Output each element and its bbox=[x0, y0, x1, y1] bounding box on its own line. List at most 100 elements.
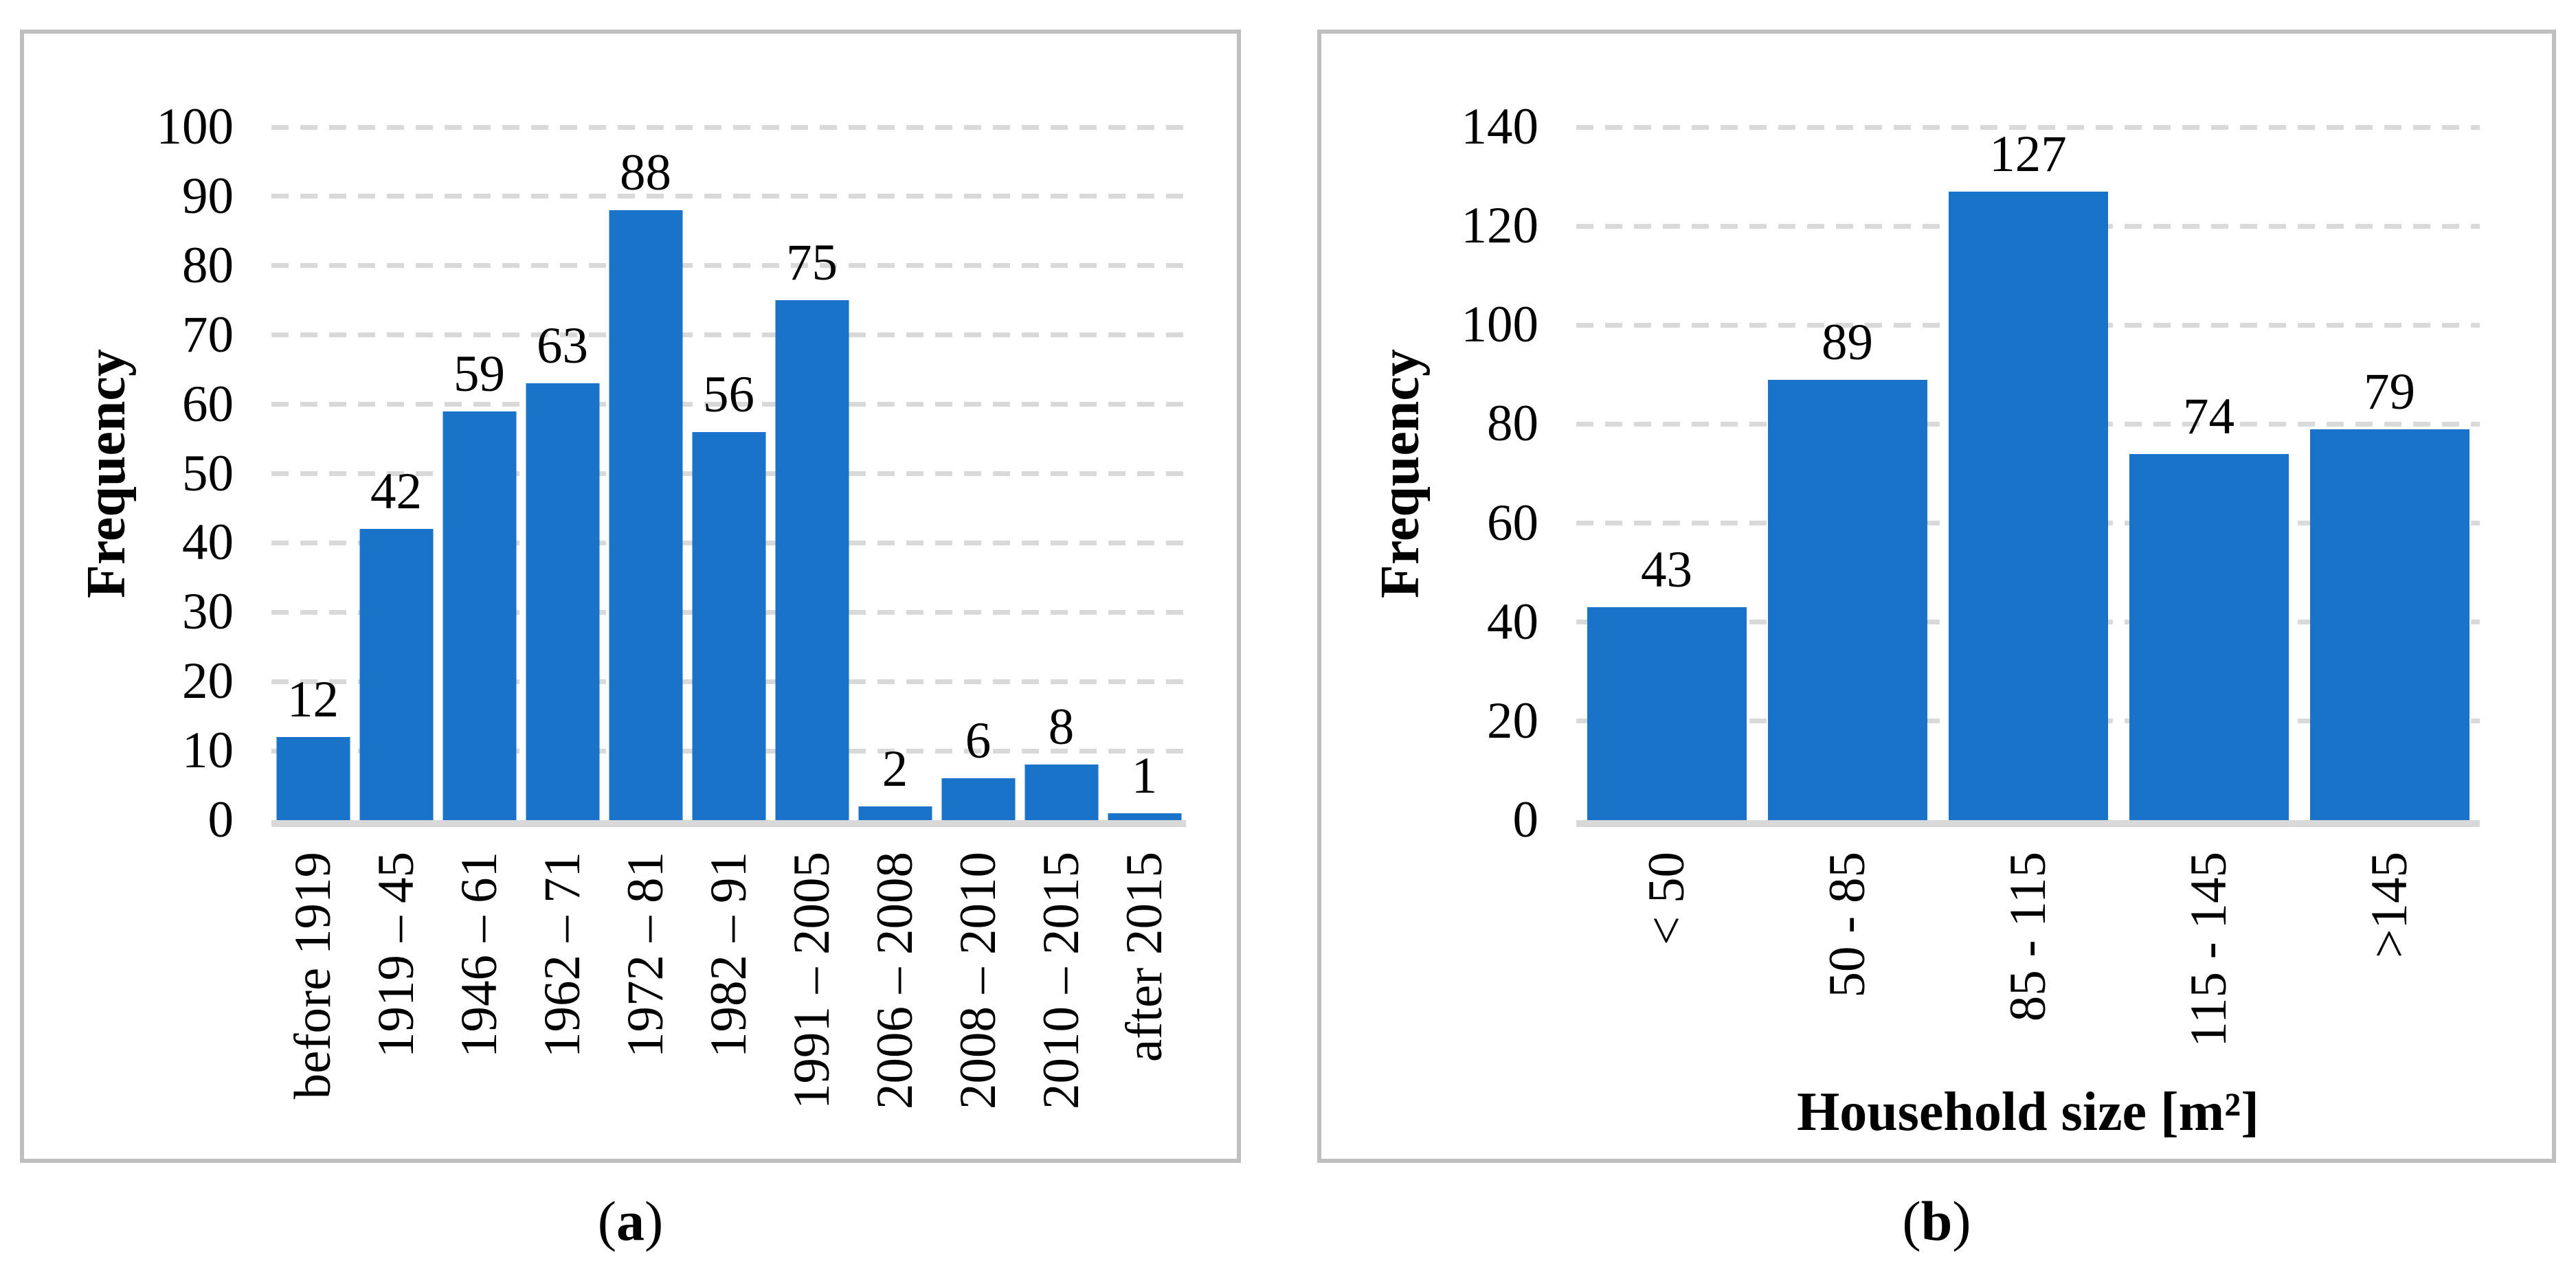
x-tick-slot: 1919 – 45 bbox=[355, 852, 438, 1158]
x-axis-line bbox=[271, 820, 1186, 827]
y-tick-label: 100 bbox=[156, 98, 234, 155]
bar-slot: 56 bbox=[687, 127, 770, 820]
y-axis-ticks: 0 10 20 30 40 50 60 70 80 90 100 bbox=[24, 34, 1237, 1159]
y-axis-ticks: 0 20 40 60 80 100 120 140 bbox=[1321, 34, 2552, 1159]
bar-slot: 79 bbox=[2299, 127, 2480, 820]
x-tick-label: >145 bbox=[2360, 852, 2418, 958]
bar bbox=[1024, 765, 1098, 820]
y-tick-label: 0 bbox=[1512, 791, 1539, 848]
bar-slot: 12 bbox=[271, 127, 355, 820]
plot-area: 12 42 59 63 88 56 75 2 6 8 1 bbox=[271, 124, 1186, 827]
x-tick-label: 1962 – 71 bbox=[533, 852, 591, 1058]
bar bbox=[775, 300, 849, 820]
bar-slot: 1 bbox=[1103, 127, 1186, 820]
y-tick-label: 40 bbox=[1487, 593, 1538, 650]
bar-value-label: 75 bbox=[786, 234, 838, 292]
x-tick-slot: before 1919 bbox=[271, 852, 355, 1158]
x-tick-label: after 2015 bbox=[1115, 852, 1173, 1063]
bar-slot: 88 bbox=[604, 127, 687, 820]
bar-value-label: 8 bbox=[1048, 699, 1075, 756]
caption-paren: ( bbox=[1902, 1190, 1921, 1252]
x-tick-slot: 1991 – 2005 bbox=[770, 852, 853, 1158]
bar bbox=[276, 736, 350, 820]
gridline bbox=[271, 402, 1186, 407]
gridline bbox=[271, 332, 1186, 338]
chart-panel-b: Frequency 0 20 40 60 80 100 120 140 43 89 127 74 79… bbox=[1317, 30, 2556, 1163]
bar-value-label: 127 bbox=[1989, 125, 2067, 183]
y-tick-label: 80 bbox=[1487, 395, 1538, 453]
x-tick-label: 115 - 145 bbox=[2180, 852, 2237, 1048]
bar-value-label: 89 bbox=[1822, 313, 1873, 371]
caption-b: (b) bbox=[1317, 1184, 2556, 1259]
x-tick-label: 1982 – 91 bbox=[699, 852, 757, 1058]
bar-value-label: 6 bbox=[965, 712, 992, 770]
y-tick-label: 60 bbox=[182, 375, 234, 433]
x-axis-labels: before 1919 1919 – 45 1946 – 61 1962 – 71 19… bbox=[271, 852, 1186, 1158]
x-tick-label: 2006 – 2008 bbox=[866, 852, 923, 1109]
x-tick-slot: 1962 – 71 bbox=[521, 852, 604, 1158]
bar-slot: 74 bbox=[2118, 127, 2299, 820]
bar-value-label: 63 bbox=[537, 317, 588, 375]
bar-value-label: 2 bbox=[882, 740, 908, 797]
y-tick-label: 20 bbox=[1487, 692, 1538, 749]
y-tick-label: 50 bbox=[182, 444, 234, 502]
bar bbox=[1108, 813, 1181, 820]
x-tick-label: 2010 – 2015 bbox=[1032, 852, 1090, 1109]
y-tick-label: 0 bbox=[208, 791, 234, 848]
bar-slot: 89 bbox=[1757, 127, 1938, 820]
bar-series: 43 89 127 74 79 bbox=[1576, 126, 2480, 820]
bar-value-label: 12 bbox=[287, 670, 339, 728]
bar-value-label: 79 bbox=[2364, 363, 2415, 420]
x-tick-slot: 115 - 145 bbox=[2118, 852, 2299, 1085]
y-tick-label: 90 bbox=[182, 167, 234, 225]
y-tick-label: 80 bbox=[182, 236, 234, 294]
x-tick-label: 1919 – 45 bbox=[367, 852, 425, 1058]
bar-value-label: 74 bbox=[2183, 387, 2235, 445]
y-tick-label: 20 bbox=[182, 653, 234, 710]
x-axis-labels: < 50 50 - 85 85 - 115 115 - 145 >145 bbox=[1576, 852, 2480, 1085]
bar-slot: 43 bbox=[1576, 127, 1757, 820]
bar bbox=[1587, 607, 1747, 820]
bar-slot: 6 bbox=[937, 127, 1020, 820]
x-axis-title: Household size [m²] bbox=[1797, 1082, 2259, 1142]
bar-value-label: 42 bbox=[370, 463, 422, 521]
caption-letter: b bbox=[1920, 1190, 1953, 1252]
x-tick-slot: 50 - 85 bbox=[1757, 852, 1938, 1085]
gridline bbox=[271, 194, 1186, 199]
y-tick-label: 70 bbox=[182, 306, 234, 363]
x-tick-label: 50 - 85 bbox=[1818, 852, 1876, 998]
bar-value-label: 56 bbox=[703, 365, 754, 423]
y-tick-label: 10 bbox=[182, 722, 234, 780]
x-tick-slot: 1946 – 61 bbox=[438, 852, 521, 1158]
bar-slot: 59 bbox=[438, 127, 521, 820]
x-tick-label: 1946 – 61 bbox=[450, 852, 508, 1058]
bar-slot: 2 bbox=[853, 127, 937, 820]
x-tick-slot: 2010 – 2015 bbox=[1020, 852, 1103, 1158]
bar bbox=[941, 778, 1015, 820]
bar bbox=[1767, 379, 1927, 820]
x-tick-label: 1991 – 2005 bbox=[783, 852, 840, 1109]
bar-value-label: 1 bbox=[1131, 747, 1158, 804]
x-tick-slot: 1972 – 81 bbox=[604, 852, 687, 1158]
caption-a: (a) bbox=[20, 1184, 1241, 1259]
chart-panel-a: Frequency 0 10 20 30 40 50 60 70 80 90 100 12 42 59 6… bbox=[20, 30, 1241, 1163]
y-tick-label: 100 bbox=[1461, 296, 1539, 354]
y-tick-label: 30 bbox=[182, 583, 234, 641]
bar bbox=[1948, 191, 2108, 820]
bar-value-label: 43 bbox=[1641, 541, 1692, 599]
x-tick-slot: >145 bbox=[2299, 852, 2480, 1085]
bar bbox=[2309, 429, 2469, 820]
y-tick-label: 60 bbox=[1487, 494, 1538, 552]
bar-slot: 127 bbox=[1938, 126, 2118, 820]
x-tick-label: 1972 – 81 bbox=[616, 852, 674, 1058]
bar-series: 12 42 59 63 88 56 75 2 6 8 1 bbox=[271, 127, 1186, 820]
caption-paren: ) bbox=[645, 1190, 664, 1252]
bar bbox=[526, 383, 599, 820]
bar bbox=[692, 431, 765, 820]
bar-slot: 42 bbox=[355, 127, 438, 820]
bar bbox=[858, 806, 932, 820]
x-tick-label: < 50 bbox=[1637, 852, 1695, 946]
gridline bbox=[1576, 124, 2480, 130]
caption-paren: ) bbox=[1952, 1190, 1971, 1252]
